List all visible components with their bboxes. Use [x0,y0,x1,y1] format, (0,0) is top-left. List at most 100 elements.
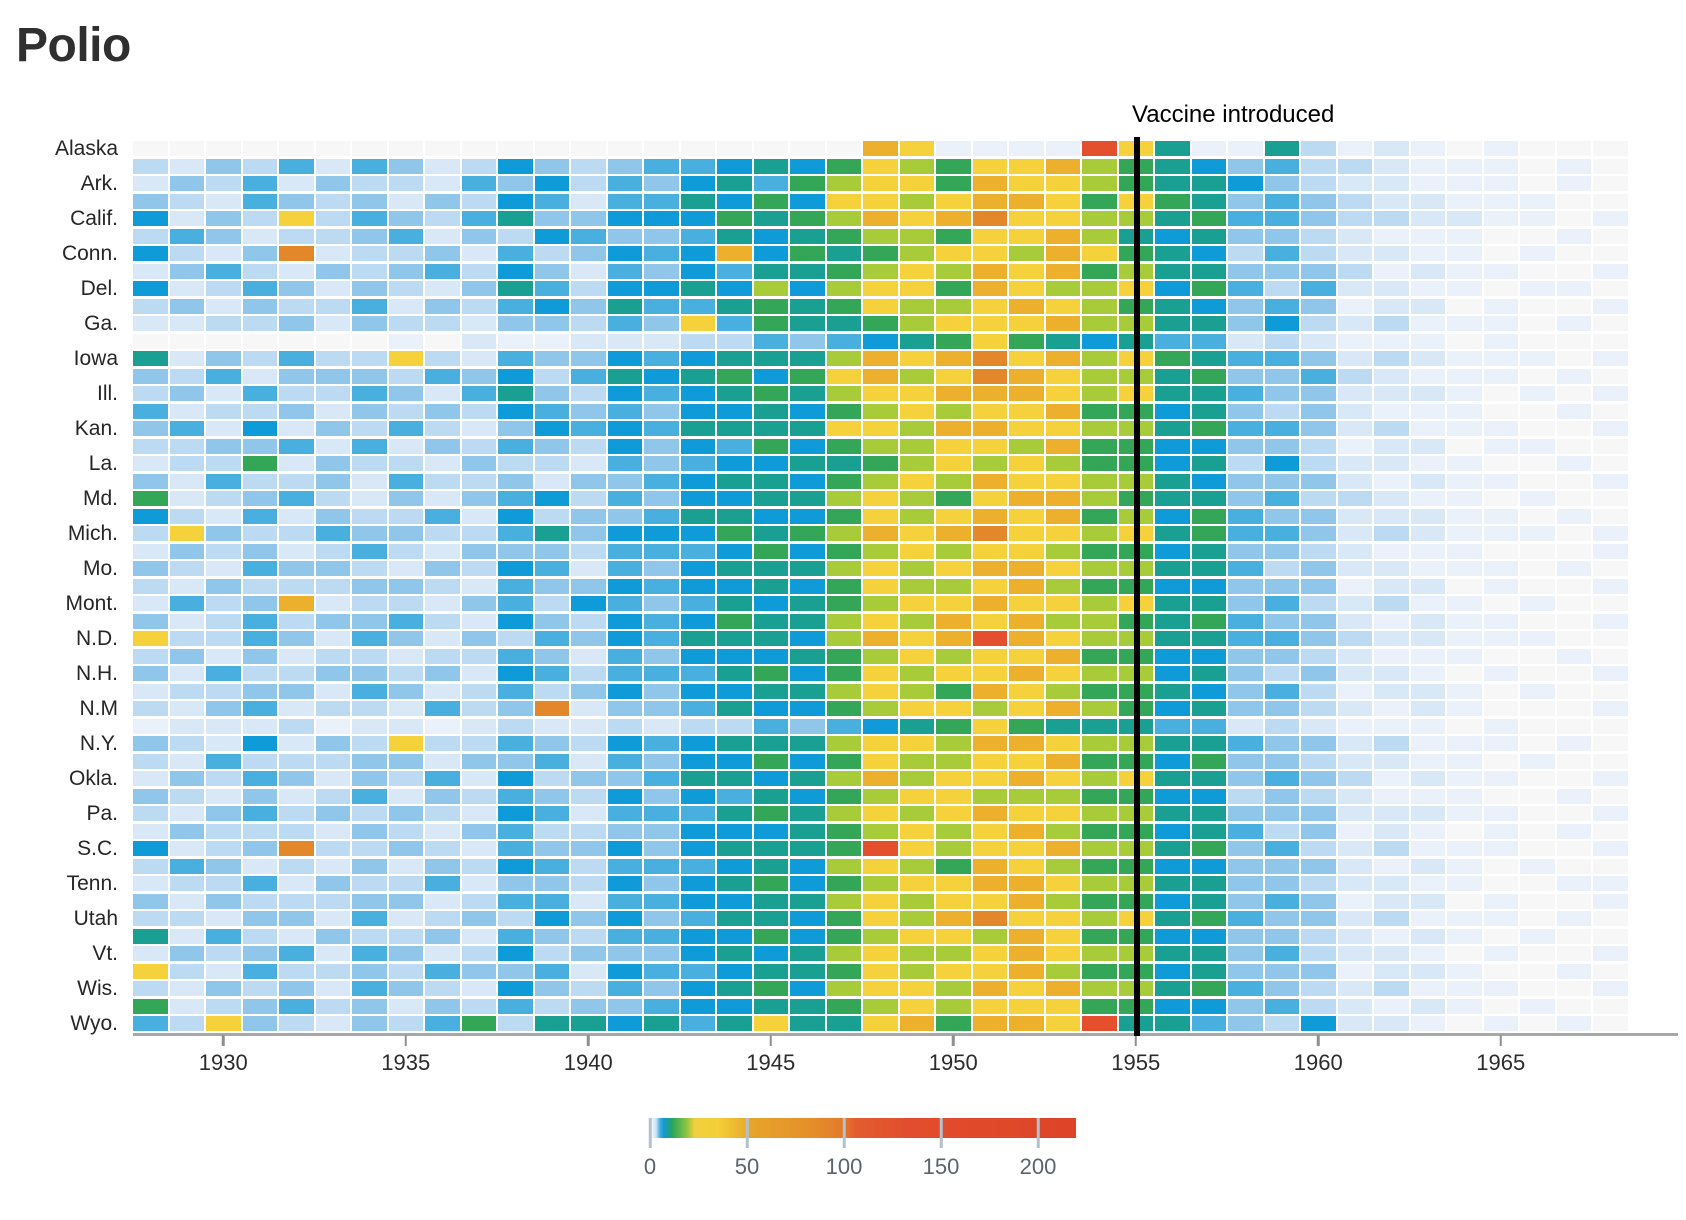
heatmap-cell [1045,963,1080,979]
heatmap-cell [826,403,861,419]
heatmap-cell [1082,263,1117,279]
heatmap-cell [972,771,1007,787]
heatmap-cell [899,298,934,314]
heatmap-cell [1082,823,1117,839]
heatmap-cell [899,981,934,997]
heatmap-cell [1301,771,1336,787]
heatmap-cell [571,1016,606,1032]
heatmap-cell [498,508,533,524]
heatmap-cell [826,158,861,174]
heatmap-cell [242,981,277,997]
heatmap-cell [790,876,825,892]
heatmap-cell [1191,246,1226,262]
heatmap-cell [1556,666,1591,682]
heatmap-cell [1009,473,1044,489]
heatmap-cell [315,998,350,1014]
heatmap-cell [1520,666,1555,682]
heatmap-cell [315,963,350,979]
heatmap-cell [680,281,715,297]
heatmap-cell [1337,788,1372,804]
heatmap-cell [790,263,825,279]
heatmap-cell [534,858,569,874]
heatmap-cell [315,438,350,454]
heatmap-cell [1520,823,1555,839]
heatmap-cell [717,648,752,664]
heatmap-cell [826,316,861,332]
heatmap-cell [1301,508,1336,524]
heatmap-cell [1191,421,1226,437]
heatmap-cell [1337,543,1372,559]
x-tick [1499,1035,1502,1046]
heatmap-cell [242,788,277,804]
heatmap-cell [1191,491,1226,507]
heatmap-cell [1337,946,1372,962]
heatmap-cell [1045,858,1080,874]
heatmap-cell [936,1016,971,1032]
heatmap-cell [1410,473,1445,489]
heatmap-cell [863,491,898,507]
heatmap-cell [790,561,825,577]
heatmap-cell [133,998,168,1014]
heatmap-cell [680,526,715,542]
heatmap-cell [1155,648,1190,664]
heatmap-cell [1337,193,1372,209]
heatmap-cell [1301,316,1336,332]
heatmap-cell [1045,928,1080,944]
heatmap-cell [826,421,861,437]
heatmap-cell [461,351,496,367]
heatmap-cell [1374,876,1409,892]
heatmap-cell [1374,736,1409,752]
heatmap-cell [1191,298,1226,314]
heatmap-cell [1009,158,1044,174]
heatmap-cell [1374,351,1409,367]
heatmap-cell [133,578,168,594]
heatmap-cell [461,771,496,787]
heatmap-cell [133,631,168,647]
heatmap-cell [972,648,1007,664]
heatmap-cell [1191,158,1226,174]
heatmap-cell [1009,281,1044,297]
heatmap-cell [899,438,934,454]
heatmap-cell [680,263,715,279]
heatmap-cell [644,561,679,577]
heatmap-cell [534,298,569,314]
heatmap-cell [1082,893,1117,909]
heatmap-cell [425,631,460,647]
heatmap-cell [717,438,752,454]
heatmap-cell [1593,141,1628,157]
heatmap-cell [1374,771,1409,787]
heatmap-cell [1410,176,1445,192]
heatmap-cell [571,158,606,174]
heatmap-cell [644,806,679,822]
heatmap-cell [1410,1016,1445,1032]
heatmap-cell [1045,421,1080,437]
heatmap-cell [1520,246,1555,262]
heatmap-cell [863,561,898,577]
heatmap-cell [242,613,277,629]
heatmap-cell [1009,981,1044,997]
heatmap-cell [1593,946,1628,962]
heatmap-cell [790,893,825,909]
heatmap-cell [936,333,971,349]
heatmap-cell [461,613,496,629]
heatmap-cell [899,263,934,279]
heatmap-cell [644,421,679,437]
heatmap-cell [169,491,204,507]
heatmap-cell [826,263,861,279]
heatmap-cell [1301,736,1336,752]
heatmap-cell [461,911,496,927]
heatmap-cell [1155,246,1190,262]
heatmap-cell [534,158,569,174]
heatmap-cell [279,788,314,804]
heatmap-cell [571,141,606,157]
heatmap-cell [753,823,788,839]
heatmap-cell [461,456,496,472]
heatmap-cell [1155,963,1190,979]
heatmap-cell [1301,438,1336,454]
heatmap-cell [1337,246,1372,262]
heatmap-cell [936,911,971,927]
heatmap-cell [972,631,1007,647]
heatmap-cell [863,596,898,612]
heatmap-cell [1337,631,1372,647]
heatmap-cell [1337,176,1372,192]
